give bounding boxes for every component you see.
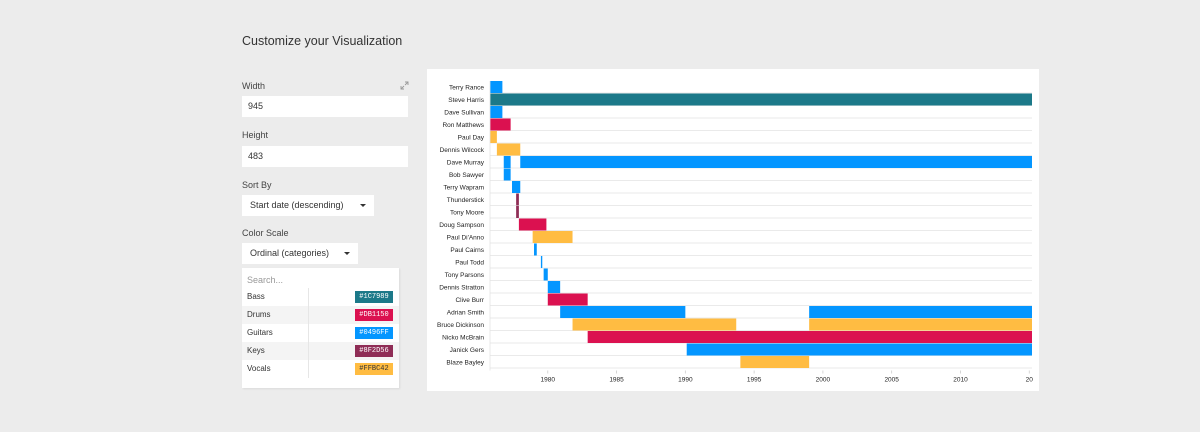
color-row-bass[interactable]: Bass #1C7989 — [242, 288, 399, 306]
width-label: Width — [242, 81, 266, 91]
color-swatch[interactable]: #1C7989 — [355, 291, 393, 303]
timeline-bar — [503, 168, 511, 181]
row-label: Steve Harris — [448, 97, 485, 104]
row-label: Tony Parsons — [445, 272, 485, 279]
row-label: Paul Di'Anno — [447, 235, 485, 242]
x-tick-label: 1980 — [541, 377, 556, 384]
x-tick-label: 2005 — [884, 377, 899, 384]
row-label: Paul Day — [458, 135, 485, 142]
timeline-bar — [516, 206, 519, 218]
timeline-bar — [809, 306, 1032, 318]
timeline-bar — [496, 143, 521, 156]
chevron-down-icon — [344, 252, 350, 255]
color-row-vocals[interactable]: Vocals #FFBC42 — [242, 360, 399, 378]
sort-by-select[interactable]: Start date (descending) — [242, 195, 374, 216]
color-name: Keys — [247, 346, 265, 355]
timeline-bar — [543, 268, 548, 281]
row-label: Terry Wapram — [443, 185, 484, 192]
timeline-bar — [490, 118, 511, 131]
row-label: Dave Murray — [447, 160, 485, 167]
x-tick-label: 20 — [1026, 377, 1034, 384]
color-scale-value: Ordinal (categories) — [250, 248, 330, 258]
expand-icon[interactable] — [400, 81, 409, 90]
color-name: Drums — [247, 310, 271, 319]
timeline-bar — [512, 181, 521, 193]
timeline-bar — [490, 106, 503, 118]
row-label: Dennis Wilcock — [440, 147, 485, 154]
timeline-bar — [547, 281, 561, 293]
color-search-input[interactable]: Search... — [247, 275, 284, 285]
divider — [308, 306, 309, 324]
color-swatch[interactable]: #8F2D56 — [355, 345, 393, 357]
row-label: Ron Matthews — [442, 122, 484, 129]
timeline-bar — [686, 343, 1032, 356]
color-row-drums[interactable]: Drums #DB1150 — [242, 306, 399, 324]
row-label: Janick Gers — [450, 347, 485, 354]
row-label: Nicko McBrain — [442, 335, 484, 342]
row-label: Adrian Smith — [447, 310, 485, 317]
color-scale-panel: Search... Bass #1C7989 Drums #DB1150 Gui… — [242, 268, 399, 388]
sort-by-label: Sort By — [242, 180, 272, 190]
timeline-bar — [516, 193, 519, 206]
chevron-down-icon — [360, 204, 366, 207]
x-tick-label: 2000 — [816, 377, 831, 384]
row-label: Dennis Stratton — [439, 285, 484, 292]
color-scale-select[interactable]: Ordinal (categories) — [242, 243, 358, 264]
x-tick-label: 1985 — [609, 377, 624, 384]
timeline-bar — [490, 93, 1032, 106]
timeline-bar — [547, 293, 588, 306]
timeline-chart-svg: Terry Rance Steve Harris Dave Sullivan Ron … — [437, 81, 1034, 384]
timeline-bar — [503, 156, 511, 168]
color-row-guitars[interactable]: Guitars #0496FF — [242, 324, 399, 342]
row-label: Dave Sullivan — [444, 110, 484, 117]
row-label: Tony Moore — [450, 210, 484, 217]
timeline-bar — [534, 243, 537, 256]
timeline-bar — [587, 331, 1032, 343]
sort-by-value: Start date (descending) — [250, 200, 344, 210]
timeline-bar — [518, 218, 547, 231]
timeline-bar — [740, 356, 810, 368]
timeline-bar — [560, 306, 686, 318]
timeline-bar — [490, 131, 497, 143]
x-tick-label: 2010 — [953, 377, 968, 384]
color-swatch[interactable]: #FFBC42 — [355, 363, 393, 375]
row-label: Bruce Dickinson — [437, 322, 484, 329]
x-tick-label: 1995 — [747, 377, 762, 384]
color-swatch[interactable]: #0496FF — [355, 327, 393, 339]
color-row-keys[interactable]: Keys #8F2D56 — [242, 342, 399, 360]
row-label: Blaze Bayley — [446, 360, 484, 367]
divider — [308, 288, 309, 306]
page-title: Customize your Visualization — [242, 34, 403, 48]
color-name: Bass — [247, 292, 265, 301]
timeline-bar — [809, 318, 1032, 331]
row-label: Thunderstick — [447, 197, 485, 204]
height-input[interactable] — [242, 146, 408, 167]
color-swatch[interactable]: #DB1150 — [355, 309, 393, 321]
timeline-chart: Terry Rance Steve Harris Dave Sullivan Ron … — [427, 69, 1039, 391]
row-label: Clive Burr — [455, 297, 484, 304]
row-label: Doug Sampson — [439, 222, 484, 229]
row-label: Paul Todd — [455, 260, 484, 267]
color-name: Guitars — [247, 328, 273, 337]
divider — [308, 324, 309, 342]
row-label: Paul Cairns — [450, 247, 484, 254]
timeline-bar — [490, 81, 503, 93]
timeline-bar — [520, 156, 1032, 168]
divider — [308, 342, 309, 360]
row-label: Terry Rance — [449, 85, 484, 92]
color-name: Vocals — [247, 364, 271, 373]
timeline-bar — [532, 231, 573, 243]
x-tick-label: 1990 — [678, 377, 693, 384]
width-input[interactable] — [242, 96, 408, 117]
divider — [308, 360, 309, 378]
color-scale-label: Color Scale — [242, 228, 289, 238]
height-label: Height — [242, 130, 269, 140]
timeline-bar — [572, 318, 737, 331]
timeline-bar — [540, 256, 543, 268]
row-label: Bob Sawyer — [449, 172, 485, 179]
